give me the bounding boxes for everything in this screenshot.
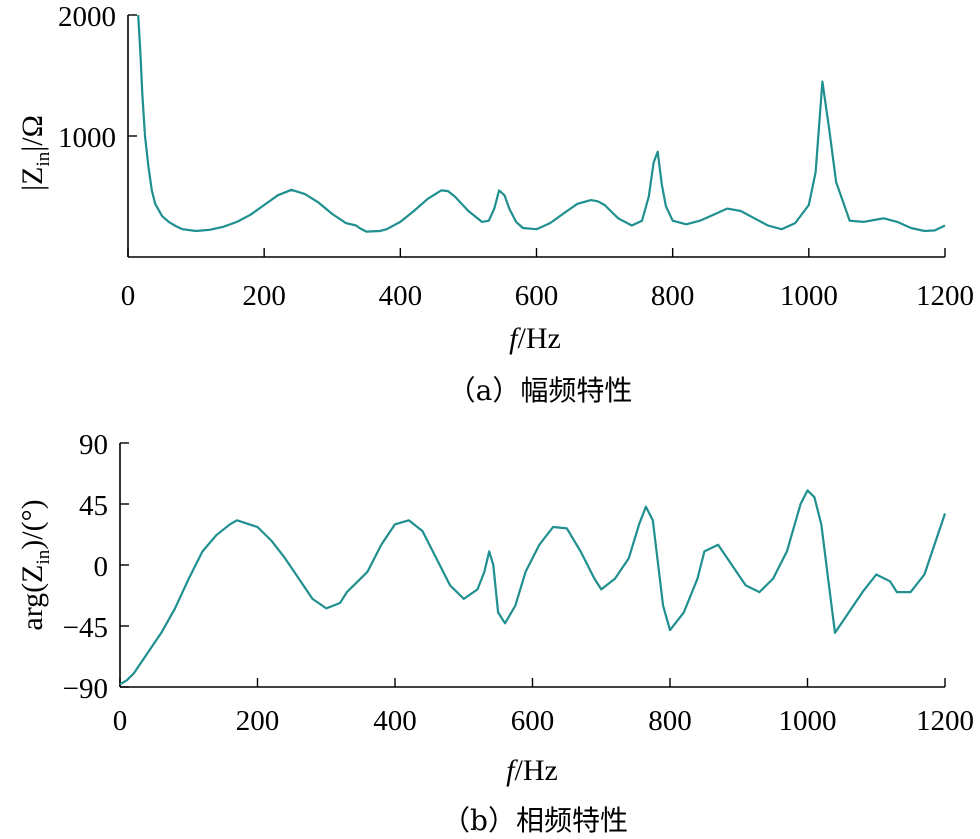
x-tick-label: 1000 [780, 280, 838, 312]
y-ticks: 1000 2000 [58, 1, 137, 154]
x-ticks: 0 200 400 600 800 1000 1200 [121, 248, 974, 312]
y-tick-label: 1000 [58, 122, 116, 154]
phase-series-line [119, 489, 947, 686]
x-tick-label: 800 [651, 280, 695, 312]
y-tick-label: 90 [79, 429, 108, 461]
x-ticks: 0 200 400 600 800 1000 1200 [113, 678, 974, 737]
y-ticks: −90 −45 0 45 90 [63, 429, 129, 705]
magnitude-series-line [137, 14, 946, 233]
y-tick-label: 2000 [58, 1, 116, 33]
y-tick-label: 0 [94, 551, 109, 583]
x-tick-label: 1200 [916, 705, 974, 737]
y-tick-label: −45 [63, 612, 108, 644]
y-axis-label: |Zin|/Ω [16, 115, 54, 191]
y-tick-label: 45 [79, 490, 108, 522]
caption-a: （a）幅频特性 [448, 374, 633, 407]
x-axis-label: f/Hz [506, 754, 558, 787]
x-tick-label: 200 [236, 705, 280, 737]
y-axis-label: arg(Zin)/(°) [16, 499, 54, 630]
magnitude-chart: 0 200 400 600 800 1000 1200 1000 2000 f/Hz |Zin… [16, 1, 974, 407]
x-tick-label: 400 [373, 705, 417, 737]
x-tick-label: 0 [121, 280, 136, 312]
x-tick-label: 800 [648, 705, 692, 737]
x-axis-label: f/Hz [509, 322, 561, 355]
x-tick-label: 600 [511, 705, 555, 737]
x-tick-label: 200 [242, 280, 286, 312]
x-tick-label: 1200 [916, 280, 974, 312]
phase-chart: 0 200 400 600 800 1000 1200 −90 −45 0 45 90 f/Hz a… [16, 429, 974, 837]
caption-b: （b）相频特性 [442, 804, 628, 837]
x-tick-label: 0 [113, 705, 128, 737]
x-tick-label: 1000 [779, 705, 837, 737]
x-tick-label: 600 [515, 280, 559, 312]
y-tick-label: −90 [63, 673, 108, 705]
x-tick-label: 400 [379, 280, 423, 312]
